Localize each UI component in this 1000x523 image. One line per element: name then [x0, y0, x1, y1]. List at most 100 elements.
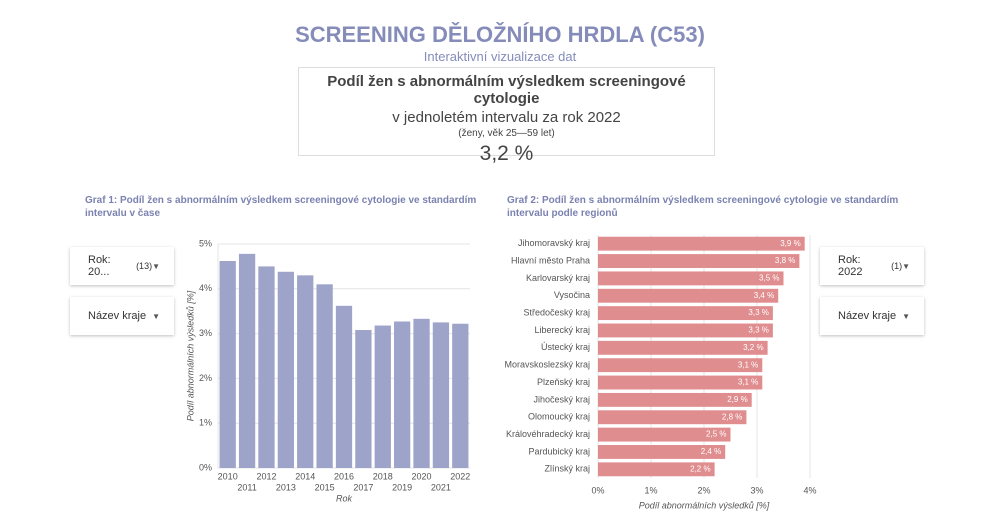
x-tick-label: 2021: [431, 482, 451, 492]
bar: [316, 284, 333, 468]
kpi-value: 3,2 %: [479, 142, 534, 165]
bar: [598, 462, 715, 477]
y-tick-label: 0%: [199, 462, 212, 472]
y-tick-label: Moravskoslezský kraj: [504, 360, 590, 370]
x-tick-label: 2010: [218, 471, 238, 481]
value-label: 2,2 %: [690, 464, 710, 473]
y-tick-label: Královéhradecký kraj: [506, 429, 590, 439]
bar: [432, 322, 450, 468]
region-filter[interactable]: Název kraje ▼: [70, 297, 174, 335]
dropdown-arrow: ▼: [152, 311, 160, 321]
bar: [598, 375, 763, 390]
x-tick-label: 2017: [353, 482, 373, 492]
value-label: 2,5 %: [706, 430, 726, 439]
value-label: 2,9 %: [727, 395, 747, 404]
x-tick-label: 2%: [697, 485, 710, 495]
page-title: SCREENING DĚLOŽNÍHO HRDLA (C53): [295, 22, 705, 47]
x-tick-label: 0%: [591, 485, 604, 495]
value-label: 3,5 %: [759, 274, 779, 283]
y-tick-label: 3%: [199, 328, 212, 338]
bar: [238, 253, 256, 468]
value-label: 3,9 %: [780, 239, 800, 248]
bar: [277, 271, 294, 468]
bar: [258, 266, 275, 468]
bar: [598, 427, 731, 442]
value-label: 2,8 %: [722, 412, 742, 421]
filter-label: Rok: 20...: [88, 254, 111, 278]
y-tick-label: Zlínský kraj: [544, 464, 590, 474]
x-tick-label: 2018: [373, 471, 393, 481]
value-label: 3,3 %: [748, 308, 768, 317]
kpi-card: Podíl žen s abnormálním výsledkem screen…: [298, 67, 715, 165]
y-tick-label: Vysočina: [554, 290, 590, 300]
y-tick-label: Pardubický kraj: [528, 446, 590, 456]
value-label: 3,8 %: [775, 256, 795, 265]
bar: [413, 318, 430, 468]
y-tick-label: Ústecký kraj: [541, 342, 590, 352]
filter-label: Rok: 2022: [838, 254, 863, 278]
x-tick-label: 2020: [412, 471, 432, 481]
region-filter[interactable]: Název kraje ▼: [820, 297, 924, 335]
y-tick-label: 4%: [199, 283, 212, 293]
bar: [598, 236, 805, 251]
bar: [598, 271, 784, 286]
bar: [598, 392, 752, 407]
kpi-subtitle: v jednoletém intervalu za rok 2022: [392, 109, 621, 126]
filter-count: (1): [891, 261, 903, 271]
bar: [598, 410, 747, 425]
y-tick-label: 2%: [199, 373, 212, 383]
bar: [297, 275, 314, 468]
value-label: 3,1 %: [738, 378, 758, 387]
x-tick-label: 2011: [237, 482, 256, 492]
page-subtitle: Interaktivní vizualizace dat: [423, 49, 577, 64]
dropdown-arrow: ▼: [152, 261, 160, 271]
x-axis-label: Rok: [336, 493, 353, 503]
x-tick-label: 3%: [750, 485, 763, 495]
x-tick-label: 2015: [315, 482, 335, 492]
x-tick-label: 4%: [803, 485, 816, 495]
x-tick-label: 2022: [450, 471, 470, 481]
x-tick-label: 2012: [256, 471, 276, 481]
bar: [394, 321, 411, 468]
bar: [598, 288, 779, 303]
bar: [598, 254, 800, 268]
bar: [335, 305, 353, 468]
bar: [598, 445, 726, 459]
bar: [452, 323, 469, 468]
y-tick-label: Jihočeský kraj: [533, 394, 590, 404]
x-tick-label: 2013: [276, 482, 296, 492]
filter-label: Název kraje: [88, 310, 147, 322]
kpi-note: (ženy, věk 25—59 let): [458, 128, 555, 139]
x-axis-label: Podíl abnormálních výsledků [%]: [639, 500, 770, 510]
kpi-title: Podíl žen s abnormálním výsledkem screen…: [327, 73, 686, 107]
x-tick-label: 2014: [295, 471, 315, 481]
chart-title: Graf 2: Podíl žen s abnormálním výsledke…: [507, 195, 899, 219]
bar: [219, 261, 236, 468]
y-tick-label: Liberecký kraj: [534, 325, 590, 335]
filter-label: Název kraje: [838, 310, 897, 322]
y-axis-label: Podíl abnormálních výsledků [%]: [185, 290, 195, 421]
y-tick-label: Karlovarský kraj: [526, 273, 590, 283]
y-tick-label: Plzeňský kraj: [537, 377, 590, 387]
y-tick-label: Olomoucký kraj: [528, 412, 590, 422]
value-label: 3,4 %: [754, 291, 774, 300]
x-tick-label: 1%: [644, 485, 657, 495]
x-tick-label: 2016: [334, 471, 354, 481]
bar: [598, 323, 773, 338]
year-filter[interactable]: Rok: 2022 (1) ▼: [820, 247, 924, 285]
y-tick-label: 1%: [199, 418, 212, 428]
bar: [598, 340, 768, 355]
value-label: 3,3 %: [748, 326, 768, 335]
x-tick-label: 2019: [392, 482, 412, 492]
bar: [355, 330, 372, 468]
year-filter[interactable]: Rok: 20... (13) ▼: [70, 247, 174, 285]
value-label: 3,2 %: [743, 343, 763, 352]
y-tick-label: Hlavní město Praha: [511, 255, 590, 265]
bar: [598, 306, 773, 321]
dropdown-arrow: ▼: [902, 311, 910, 321]
bar: [374, 325, 391, 468]
y-tick-label: Jihomoravský kraj: [518, 238, 590, 248]
bar: [598, 358, 763, 373]
